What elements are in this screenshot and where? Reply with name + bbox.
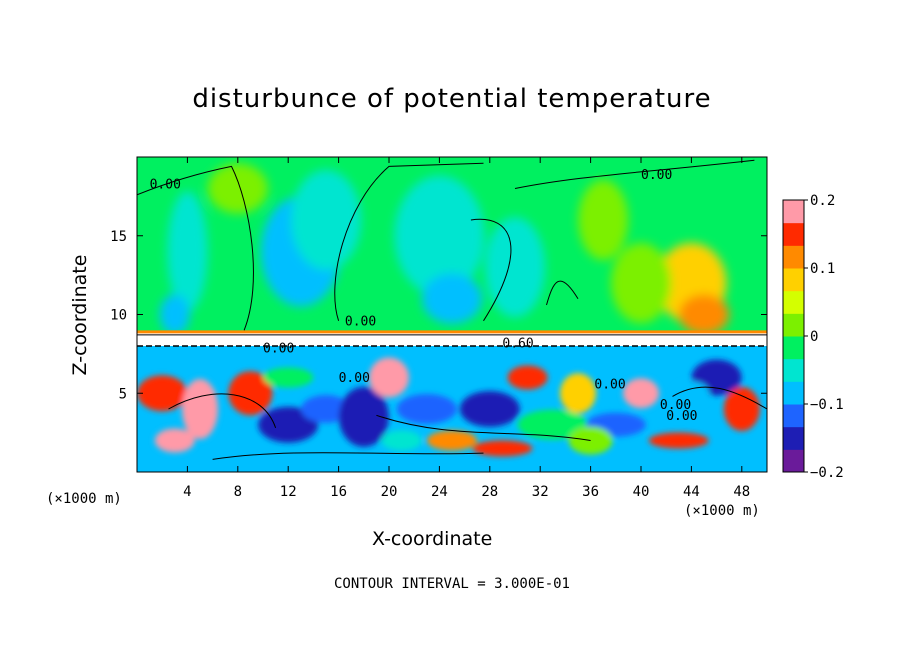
- colorbar-swatch: [783, 381, 804, 405]
- contour-label: 0.00: [660, 398, 691, 413]
- x-axis: 4 8 12 16 20 24 28 32 36 40 44 48: [183, 157, 750, 500]
- blob: [723, 387, 760, 431]
- x-tick-label: 36: [582, 484, 599, 500]
- contour-label: 0.00: [594, 378, 625, 393]
- contour-line: [168, 393, 277, 429]
- blob: [369, 357, 409, 398]
- colorbar-swatch: [783, 245, 804, 269]
- x-tick-label: 20: [381, 484, 398, 500]
- x-unit-label-right: (×1000 m): [684, 503, 760, 519]
- blob: [137, 375, 188, 412]
- x-tick-label: 8: [234, 484, 242, 500]
- blob: [263, 367, 314, 388]
- contour-interval-note: CONTOUR INTERVAL = 3.000E-01: [333, 576, 570, 592]
- contour-label: 0.60: [502, 337, 533, 352]
- blob: [159, 294, 190, 335]
- blob: [427, 430, 477, 451]
- blob: [182, 379, 218, 439]
- colorbar-tick-label: 0: [810, 329, 818, 345]
- blob: [167, 191, 208, 312]
- colorbar-swatch: [783, 313, 804, 337]
- x-tick-label: 28: [481, 484, 498, 500]
- blob: [517, 409, 588, 440]
- x-tick-label: 24: [431, 484, 448, 500]
- colorbar-swatch: [783, 358, 804, 382]
- blob: [679, 294, 729, 335]
- contour-label: 0.00: [641, 168, 672, 183]
- field-texture-upper: [159, 163, 729, 335]
- contour-line: [212, 452, 484, 460]
- blob: [258, 406, 319, 443]
- blob: [207, 163, 268, 214]
- contour-line: [546, 280, 579, 306]
- blob: [472, 440, 533, 457]
- contour-line: [376, 414, 591, 441]
- colorbar-swatch: [783, 426, 804, 450]
- colorbar-swatch: [783, 290, 804, 314]
- contour-label: 0.00: [263, 341, 294, 356]
- contour-label: 0.00: [150, 178, 181, 193]
- x-unit-label-left: (×1000 m): [46, 491, 122, 507]
- colorbar-swatch: [783, 200, 804, 224]
- heatmap-field: [137, 157, 767, 472]
- blob: [560, 373, 596, 414]
- contour-line: [514, 159, 755, 189]
- blob: [394, 175, 485, 296]
- y-tick-label: 10: [110, 308, 127, 324]
- x-tick-label: 12: [280, 484, 297, 500]
- x-tick-label: 40: [633, 484, 650, 500]
- blob: [611, 243, 671, 323]
- blob: [154, 428, 195, 453]
- contour-lines: [137, 159, 767, 460]
- colorbar-swatch: [783, 222, 804, 246]
- y-tick-label: 5: [119, 386, 127, 402]
- contour-labels: 0.000.000.000.00 0.600.00 0.000.000.00: [150, 168, 698, 424]
- colorbar-tick-label: −0.2: [810, 465, 844, 481]
- x-tick-label: 48: [733, 484, 750, 500]
- colorbar-tick-label: 0.1: [810, 261, 835, 277]
- blob: [228, 371, 273, 416]
- blob: [578, 180, 629, 260]
- contour-label: 0.00: [666, 409, 697, 424]
- colorbar-tick-label: −0.1: [810, 397, 844, 413]
- x-axis-label: X-coordinate: [372, 528, 493, 550]
- colorbar-swatch: [783, 268, 804, 292]
- blob: [381, 430, 422, 451]
- colorbar-swatch: [783, 404, 804, 428]
- contour-label: 0.00: [339, 371, 370, 386]
- contour-line: [470, 218, 512, 322]
- x-tick-label: 4: [183, 484, 191, 500]
- blob: [396, 394, 457, 424]
- blob: [338, 386, 389, 447]
- field-texture-lower: [137, 357, 760, 457]
- chart-title: disturbunce of potential temperature: [192, 84, 712, 114]
- y-axis-label: Z-coordinate: [69, 254, 91, 376]
- blob: [507, 365, 548, 390]
- contour-line: [137, 165, 254, 331]
- colorbar-tick-label: 0.2: [810, 193, 835, 209]
- blob: [459, 391, 520, 427]
- layer-band: [137, 331, 767, 346]
- colorbar-swatch: [783, 336, 804, 360]
- blob: [291, 170, 361, 270]
- colorbar: 0.2 0.1 0 −0.1 −0.2: [782, 193, 844, 481]
- x-tick-label: 16: [330, 484, 347, 500]
- x-tick-label: 44: [683, 484, 700, 500]
- blob: [648, 432, 709, 449]
- blob: [623, 378, 659, 409]
- contour-label: 0.00: [345, 315, 376, 330]
- y-tick-label: 15: [110, 229, 127, 245]
- contour-line: [672, 386, 767, 410]
- x-tick-label: 32: [532, 484, 549, 500]
- y-axis: 5 10 15: [110, 229, 767, 402]
- blob: [301, 395, 351, 423]
- contour-line: [334, 162, 484, 321]
- colorbar-swatch: [783, 449, 804, 473]
- blob: [422, 273, 482, 324]
